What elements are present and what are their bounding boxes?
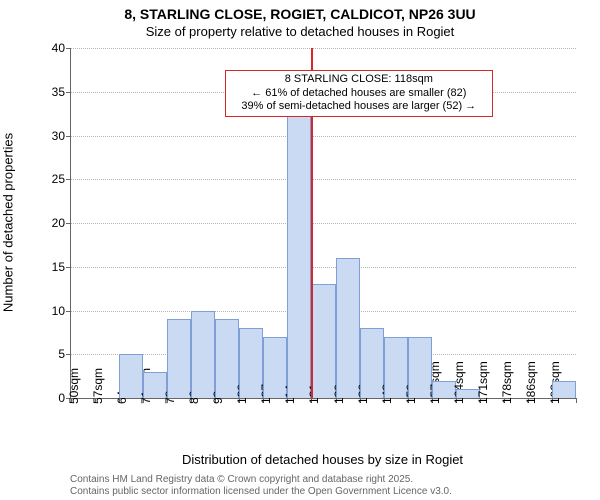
grid-line [71,267,576,268]
y-tick-label: 10 [52,304,71,318]
y-tick-label: 40 [52,41,71,55]
grid-line [71,179,576,180]
x-tick-label: 186sqm [524,361,538,404]
title-main: 8, STARLING CLOSE, ROGIET, CALDICOT, NP2… [0,6,600,22]
y-tick-label: 30 [52,129,71,143]
histogram-bar [287,109,311,398]
x-tick-label: 50sqm [67,368,81,404]
annotation-line: ← 61% of detached houses are smaller (82… [230,87,488,101]
y-tick-label: 15 [52,260,71,274]
y-tick-label: 35 [52,85,71,99]
x-tick-mark [576,398,577,403]
histogram-bar [552,381,576,399]
annotation-line: 8 STARLING CLOSE: 118sqm [230,73,488,87]
y-axis-label: Number of detached properties [1,113,16,333]
footer-text: Contains HM Land Registry data © Crown c… [70,474,452,498]
grid-line [71,48,576,49]
chart-container: 8, STARLING CLOSE, ROGIET, CALDICOT, NP2… [0,0,600,500]
y-tick-label: 25 [52,172,71,186]
footer-line-2: Contains public sector information licen… [70,486,452,498]
y-tick-label: 5 [58,347,71,361]
x-tick-label: 171sqm [476,361,490,404]
grid-line [71,223,576,224]
annotation-box: 8 STARLING CLOSE: 118sqm← 61% of detache… [225,70,493,117]
plot-area: 051015202530354050sqm57sqm64sqm71sqm78sq… [70,48,576,399]
x-axis-label: Distribution of detached houses by size … [70,452,575,467]
footer-line-1: Contains HM Land Registry data © Crown c… [70,474,452,486]
x-tick-label: 178sqm [500,361,514,404]
annotation-line: 39% of semi-detached houses are larger (… [230,100,488,114]
y-tick-label: 20 [52,216,71,230]
x-tick-label: 57sqm [91,368,105,404]
title-sub: Size of property relative to detached ho… [0,24,600,39]
grid-line [71,136,576,137]
